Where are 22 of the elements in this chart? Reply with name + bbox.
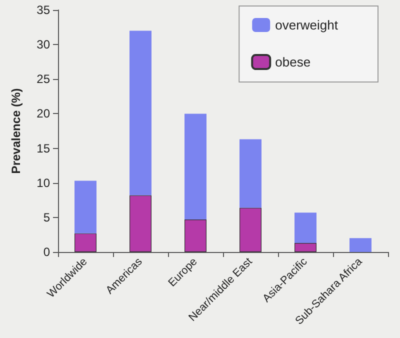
y-tick-label: 10 (36, 176, 50, 190)
y-tick-label: 20 (36, 106, 50, 121)
bar (184, 114, 206, 220)
legend-label: overweight (275, 18, 338, 32)
bar (74, 180, 96, 234)
bar (74, 233, 96, 252)
bar (130, 30, 152, 196)
y-tick-label: 5 (43, 210, 50, 224)
bar (294, 212, 316, 244)
bar (184, 220, 206, 252)
y-tick-label: 35 (36, 3, 50, 17)
y-axis-title: Prevalence (%) (9, 88, 23, 174)
bar (130, 195, 152, 252)
y-tick-label: 30 (36, 38, 50, 52)
bar (240, 139, 262, 208)
bar (350, 238, 372, 252)
legend-label: obese (275, 54, 311, 70)
y-tick-label: 15 (36, 141, 50, 156)
y-tick-label: 0 (43, 245, 50, 259)
bar (240, 208, 262, 252)
y-tick-label: 25 (36, 72, 50, 86)
bar (294, 243, 316, 252)
